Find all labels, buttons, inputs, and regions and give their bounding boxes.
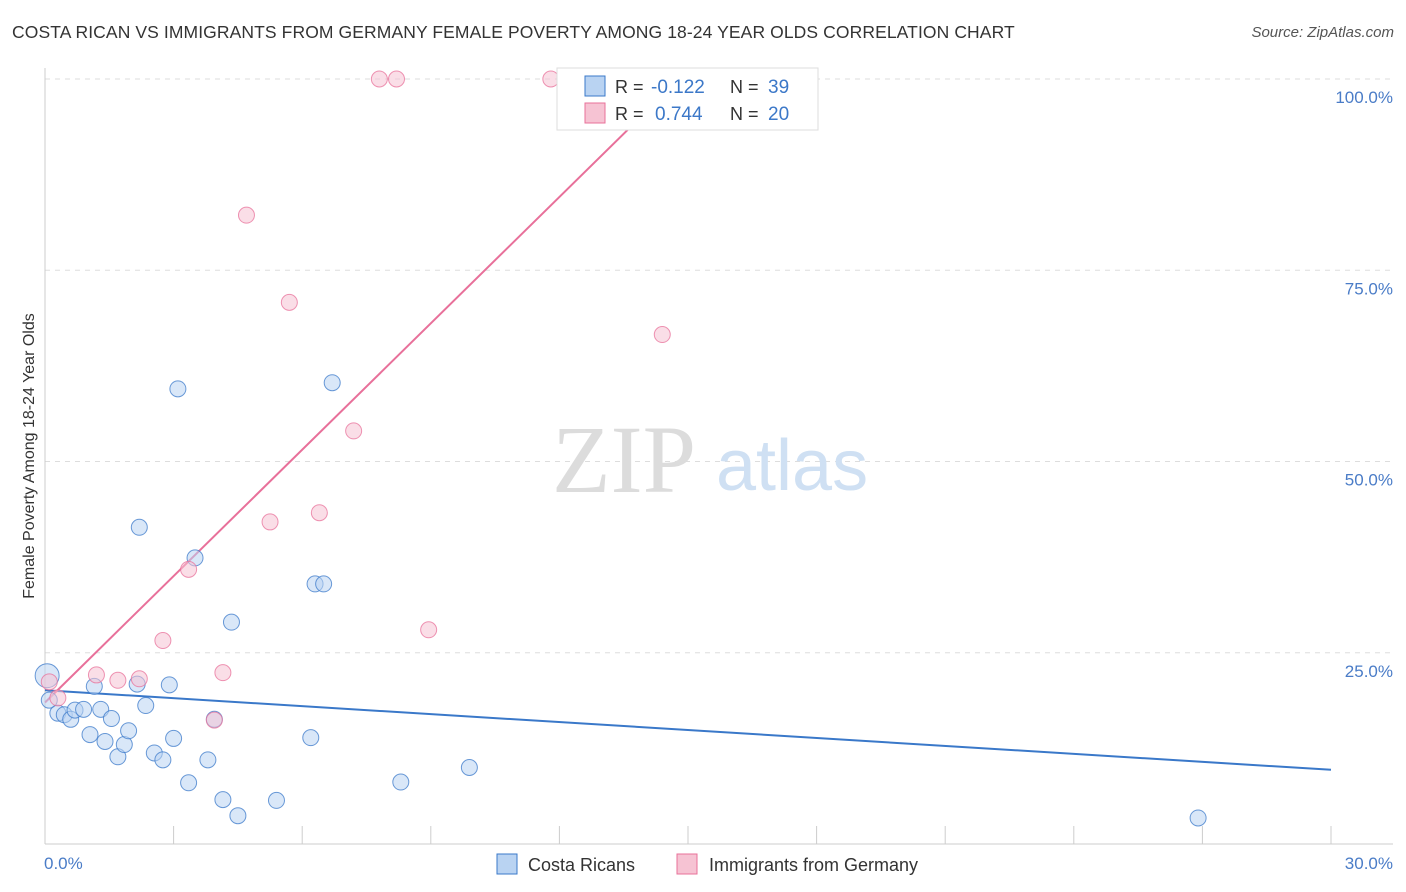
- legend-r-value-immigrants-germany: 0.744: [655, 104, 703, 125]
- immigrants-germany-point: [154, 632, 172, 650]
- trend-lines: [44, 78, 1332, 771]
- legend-swatch-immigrants-germany: [584, 102, 606, 124]
- costa-ricans-point: [102, 710, 120, 728]
- watermark: ZIP atlas: [552, 406, 868, 513]
- costa-ricans-point: [1189, 809, 1207, 827]
- immigrants-germany-point: [310, 504, 328, 522]
- costa-ricans-point: [222, 613, 240, 631]
- costa-ricans-point: [120, 722, 138, 740]
- legend-r-value-costa-ricans: -0.122: [651, 77, 705, 98]
- costa-ricans-point: [165, 729, 183, 747]
- costa-ricans-point: [81, 726, 99, 744]
- legend-r-label-immigrants-germany: R =: [615, 104, 644, 124]
- x-tick-label-max: 30.0%: [1345, 854, 1393, 873]
- y-axis-title: Female Poverty Among 18-24 Year Olds: [21, 313, 38, 599]
- immigrants-germany-point: [109, 671, 127, 689]
- y-tick-label-50: 50.0%: [1345, 471, 1393, 490]
- data-points: [34, 70, 1207, 827]
- immigrants-germany-point: [205, 711, 223, 729]
- immigrants-germany-point: [420, 621, 438, 639]
- costa-ricans-point: [96, 732, 114, 750]
- source-credit: Source: ZipAtlas.com: [1251, 24, 1394, 41]
- watermark-atlas: atlas: [716, 426, 868, 506]
- costa-ricans-point: [214, 791, 232, 809]
- y-tick-label-75: 75.0%: [1345, 279, 1393, 298]
- immigrants-germany-point: [130, 670, 148, 688]
- bottom-legend-label-immigrants-germany: Immigrants from Germany: [709, 855, 918, 875]
- immigrants-germany-point: [370, 70, 388, 88]
- legend-r-label-costa-ricans: R =: [615, 77, 644, 97]
- costa-ricans-point: [154, 751, 172, 769]
- x-tick-label-min: 0.0%: [44, 854, 83, 873]
- immigrants-germany-point: [542, 70, 560, 88]
- y-tick-label-100: 100.0%: [1335, 88, 1393, 107]
- legend-swatch-costa-ricans: [584, 75, 606, 97]
- trend-line-immigrants-germany: [44, 78, 681, 704]
- immigrants-germany-point: [653, 326, 671, 344]
- immigrants-germany-point: [388, 70, 406, 88]
- immigrants-germany-point: [237, 206, 255, 224]
- costa-ricans-point: [75, 700, 93, 718]
- legend-n-label-immigrants-germany: N =: [730, 104, 759, 124]
- bottom-legend-swatch-immigrants-germany: [676, 853, 698, 875]
- gridlines: [45, 78, 1393, 654]
- legend-n-value-costa-ricans: 39: [768, 77, 789, 98]
- costa-ricans-point: [392, 773, 410, 791]
- y-axis-tick-labels: 25.0% 50.0% 75.0% 100.0%: [1335, 88, 1393, 681]
- costa-ricans-point: [229, 807, 247, 825]
- bottom-legend-swatch-costa-ricans: [496, 853, 518, 875]
- immigrants-germany-point: [214, 664, 232, 682]
- costa-ricans-point: [169, 380, 187, 398]
- bottom-legend-label-costa-ricans: Costa Ricans: [528, 855, 635, 875]
- immigrants-germany-point: [180, 560, 198, 578]
- costa-ricans-point: [323, 374, 341, 392]
- watermark-zip: ZIP: [552, 406, 696, 513]
- immigrants-germany-point: [40, 673, 58, 691]
- costa-ricans-point: [460, 759, 478, 776]
- immigrants-germany-point: [345, 422, 363, 440]
- costa-ricans-point: [137, 697, 155, 715]
- correlation-legend: R = -0.122 N = 39 R = 0.744 N = 20: [556, 67, 819, 131]
- legend-n-value-immigrants-germany: 20: [768, 104, 789, 125]
- immigrants-germany-point: [261, 513, 279, 531]
- costa-ricans-point: [315, 575, 333, 593]
- trend-line-costa-ricans: [44, 689, 1332, 771]
- immigrants-germany-point: [280, 293, 298, 311]
- immigrants-germany-point: [49, 689, 67, 707]
- x-axis-ticks: [44, 826, 1332, 844]
- costa-ricans-point: [267, 791, 285, 809]
- legend-n-label-costa-ricans: N =: [730, 77, 759, 97]
- series-legend: Costa Ricans Immigrants from Germany: [496, 853, 918, 875]
- costa-ricans-point: [160, 676, 178, 694]
- costa-ricans-point: [130, 518, 148, 536]
- axes: [44, 68, 1393, 845]
- y-tick-label-25: 25.0%: [1345, 662, 1393, 681]
- costa-ricans-point: [180, 774, 198, 792]
- costa-ricans-point: [199, 751, 217, 769]
- chart-title: COSTA RICAN VS IMMIGRANTS FROM GERMANY F…: [12, 22, 1015, 42]
- costa-ricans-point: [302, 729, 320, 747]
- immigrants-germany-point: [87, 666, 105, 684]
